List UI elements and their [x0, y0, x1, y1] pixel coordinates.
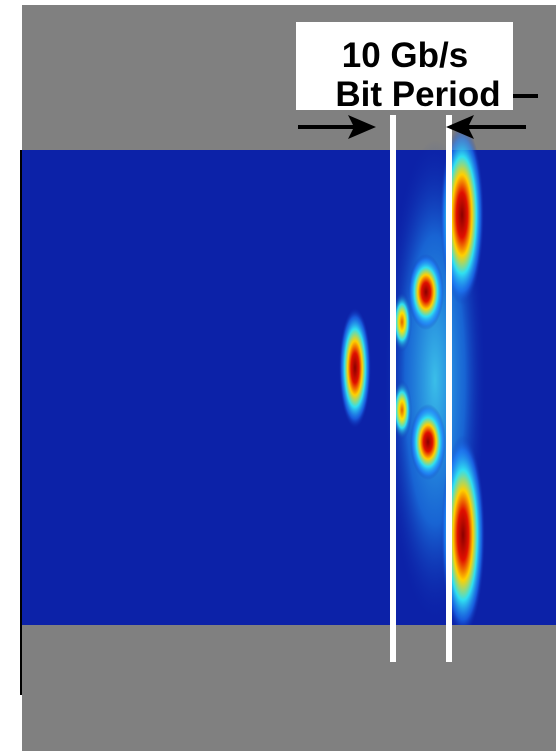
bottom-band	[22, 625, 556, 751]
label-line1: 10 Gb/s	[342, 36, 468, 75]
figure: 10 Gb/s Bit Period	[0, 0, 556, 751]
blob	[408, 254, 444, 330]
label-line2: Bit Period	[335, 75, 500, 114]
blob	[410, 404, 446, 480]
blob	[339, 308, 371, 428]
